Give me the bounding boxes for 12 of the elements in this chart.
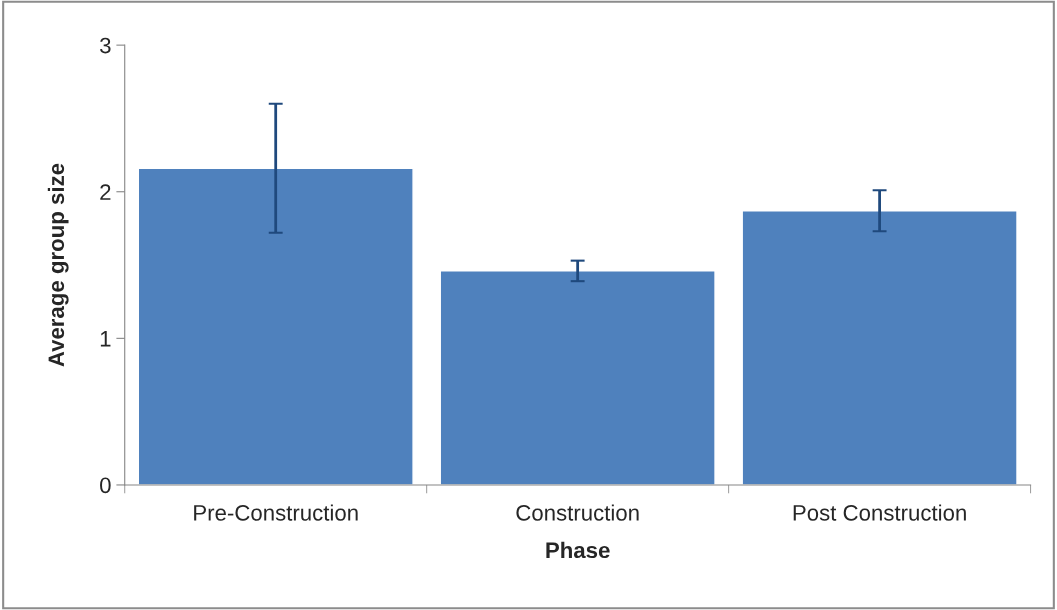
y-tick-label: 2 xyxy=(100,184,111,200)
y-tick-label: 0 xyxy=(100,477,111,494)
y-tick-label: 1 xyxy=(100,331,111,347)
y-axis-title: Average group size xyxy=(47,163,69,367)
x-tick-label: Pre-Construction xyxy=(194,504,358,521)
x-tick-label: Post Construction xyxy=(793,504,966,521)
bar xyxy=(137,167,414,485)
x-tick-label: Construction xyxy=(516,504,639,521)
bar xyxy=(439,270,716,485)
bar xyxy=(741,210,1018,485)
x-axis-title: Phase xyxy=(546,541,610,559)
y-tick-label: 3 xyxy=(100,37,111,54)
